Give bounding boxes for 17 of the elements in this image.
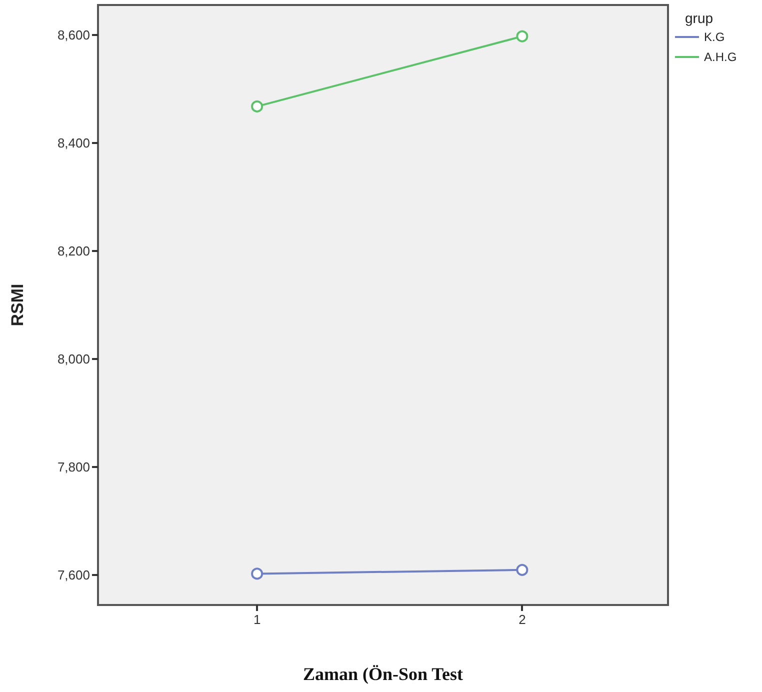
y-tick-label: 8,400 <box>57 136 90 151</box>
y-tick-label: 8,200 <box>57 244 90 259</box>
x-tick-label: 2 <box>518 612 526 627</box>
legend-title: grup <box>685 10 714 26</box>
y-axis-title: RSMI <box>8 284 27 326</box>
x-axis-title: Zaman (Ön-Son Test <box>302 664 464 684</box>
point <box>516 30 528 42</box>
point <box>516 564 528 576</box>
point <box>251 100 264 112</box>
y-tick-label: 7,800 <box>57 459 90 474</box>
legend-label: K.G <box>704 30 725 44</box>
y-tick-label: 8,600 <box>57 28 90 43</box>
y-tick-label: 8,000 <box>57 351 90 366</box>
x-tick-label: 1 <box>253 612 261 627</box>
y-tick-label: 7,600 <box>57 567 90 582</box>
legend-label: A.H.G <box>704 50 737 64</box>
point <box>251 568 264 580</box>
